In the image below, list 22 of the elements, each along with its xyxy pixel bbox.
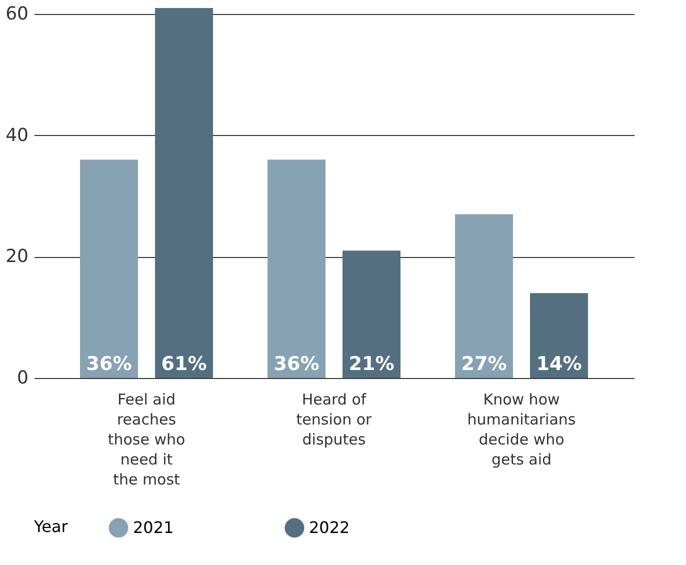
- legend-label: 2021: [133, 518, 174, 537]
- bar: [268, 160, 326, 378]
- bar: [530, 293, 588, 378]
- bar: [455, 214, 513, 378]
- data-label: 14%: [536, 353, 582, 375]
- x-tick-label: Know how humanitarians decide who gets aid: [467, 390, 576, 468]
- data-label: 27%: [461, 353, 507, 375]
- bar: [342, 250, 400, 378]
- legend-title: Year: [33, 517, 68, 536]
- bar: [80, 160, 138, 378]
- x-tick-label: Heard of tension or disputes: [296, 390, 373, 448]
- bar: [155, 8, 213, 378]
- y-tick-label: 60: [6, 4, 28, 25]
- legend-label: 2022: [309, 518, 350, 537]
- y-tick-label: 20: [6, 246, 28, 268]
- data-label: 36%: [274, 353, 320, 375]
- data-label: 21%: [348, 353, 394, 375]
- data-label: 36%: [86, 353, 132, 375]
- y-tick-label: 40: [6, 124, 28, 146]
- data-label: 61%: [161, 353, 207, 375]
- y-tick-label: 0: [17, 368, 28, 388]
- x-tick-label: Feel aid reaches those who need it the most: [108, 390, 186, 488]
